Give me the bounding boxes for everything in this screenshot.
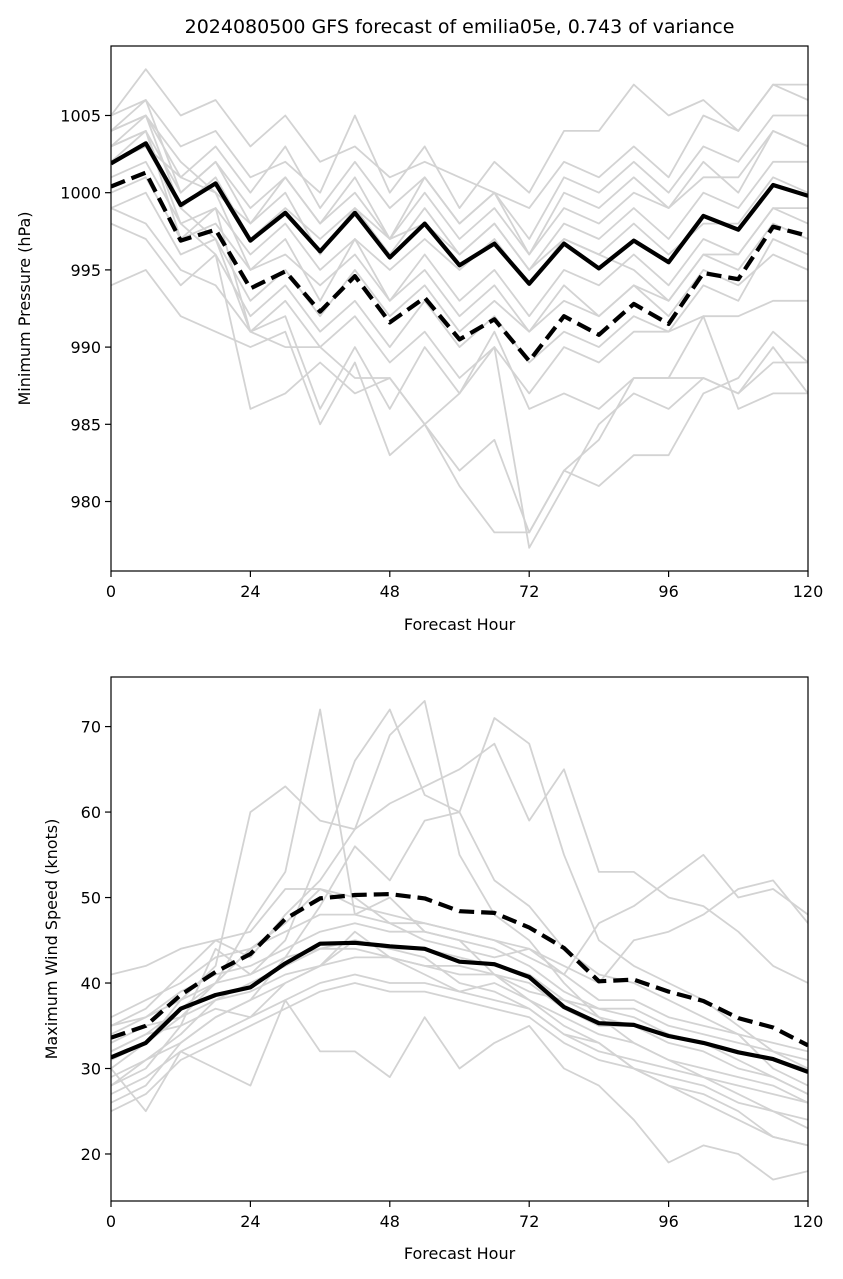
x-tick-label: 120 bbox=[793, 1212, 824, 1231]
x-tick-label: 48 bbox=[380, 1212, 400, 1231]
x-tick-label: 48 bbox=[380, 582, 400, 601]
x-tick-label: 72 bbox=[519, 1212, 539, 1231]
ensemble-member-line bbox=[111, 922, 808, 1061]
y-tick-label: 20 bbox=[81, 1145, 101, 1164]
y-tick-label: 50 bbox=[81, 889, 101, 908]
ensemble-member-line bbox=[111, 145, 808, 333]
dashed-line bbox=[111, 170, 808, 364]
ensemble-member-line bbox=[111, 939, 808, 1147]
x-tick-label: 96 bbox=[658, 582, 678, 601]
y-axis-label: Minimum Pressure (hPa) bbox=[15, 212, 34, 406]
plot-area bbox=[111, 700, 808, 1181]
ensemble-member-line bbox=[111, 956, 808, 1095]
dashed-line bbox=[111, 891, 808, 1048]
pressure-chart: 0 24 48 72 96 120 980 985 990 995 1000 1005 20240805… bbox=[15, 16, 823, 634]
y-tick-label: 1005 bbox=[60, 106, 101, 125]
x-tick-label: 96 bbox=[658, 1212, 678, 1231]
ensemble-member-line bbox=[111, 999, 808, 1181]
y-tick-label: 990 bbox=[70, 338, 101, 357]
y-tick-label: 995 bbox=[70, 261, 101, 280]
x-tick-label: 120 bbox=[793, 582, 824, 601]
axes-frame bbox=[110, 676, 809, 1202]
x-tick-label: 72 bbox=[519, 582, 539, 601]
y-tick-label: 1000 bbox=[60, 184, 101, 203]
x-tick-label: 0 bbox=[106, 582, 116, 601]
ensemble-member-line bbox=[111, 83, 808, 210]
y-tick-label: 980 bbox=[70, 493, 101, 512]
ensemble-member-line bbox=[111, 222, 808, 364]
y-tick-label: 40 bbox=[81, 974, 101, 993]
ensemble-member-line bbox=[111, 129, 808, 256]
y-tick-label: 70 bbox=[81, 718, 101, 737]
ensemble-member-line bbox=[111, 700, 808, 1130]
y-axis-label: Maximum Wind Speed (knots) bbox=[42, 819, 61, 1060]
y-tick-label: 60 bbox=[81, 803, 101, 822]
x-tick-label: 24 bbox=[240, 1212, 260, 1231]
x-tick-label: 0 bbox=[106, 1212, 116, 1231]
ensemble-member-line bbox=[111, 129, 808, 395]
ensemble-member-line bbox=[111, 129, 808, 426]
x-tick-label: 24 bbox=[240, 582, 260, 601]
x-axis-label: Forecast Hour bbox=[404, 1244, 516, 1263]
ensemble-member-line bbox=[111, 68, 808, 210]
ensemble-member-line bbox=[111, 99, 808, 256]
ensemble-member-line bbox=[111, 879, 808, 984]
mean-line bbox=[111, 940, 808, 1074]
ensemble-member-line bbox=[111, 176, 808, 318]
ensemble-member-line bbox=[111, 207, 808, 534]
wind-chart: 0 24 48 72 96 120 20 30 40 50 60 70 Forecast Hour Max… bbox=[42, 676, 824, 1263]
plot-area bbox=[111, 68, 808, 549]
ensemble-member-line bbox=[111, 268, 808, 534]
ensemble-member-line bbox=[111, 114, 808, 549]
mean-line bbox=[111, 141, 808, 286]
ensemble-member-line bbox=[111, 982, 808, 1121]
y-tick-label: 30 bbox=[81, 1060, 101, 1079]
x-axis-label: Forecast Hour bbox=[404, 615, 516, 634]
ensemble-member-line bbox=[111, 913, 808, 1053]
axes-frame bbox=[110, 45, 809, 572]
ensemble-member-line bbox=[111, 708, 808, 1147]
chart-title: 2024080500 GFS forecast of emilia05e, 0.… bbox=[185, 16, 735, 38]
ensemble-member-line bbox=[111, 742, 808, 1027]
y-tick-label: 985 bbox=[70, 415, 101, 434]
ensemble-member-line bbox=[111, 708, 808, 1087]
